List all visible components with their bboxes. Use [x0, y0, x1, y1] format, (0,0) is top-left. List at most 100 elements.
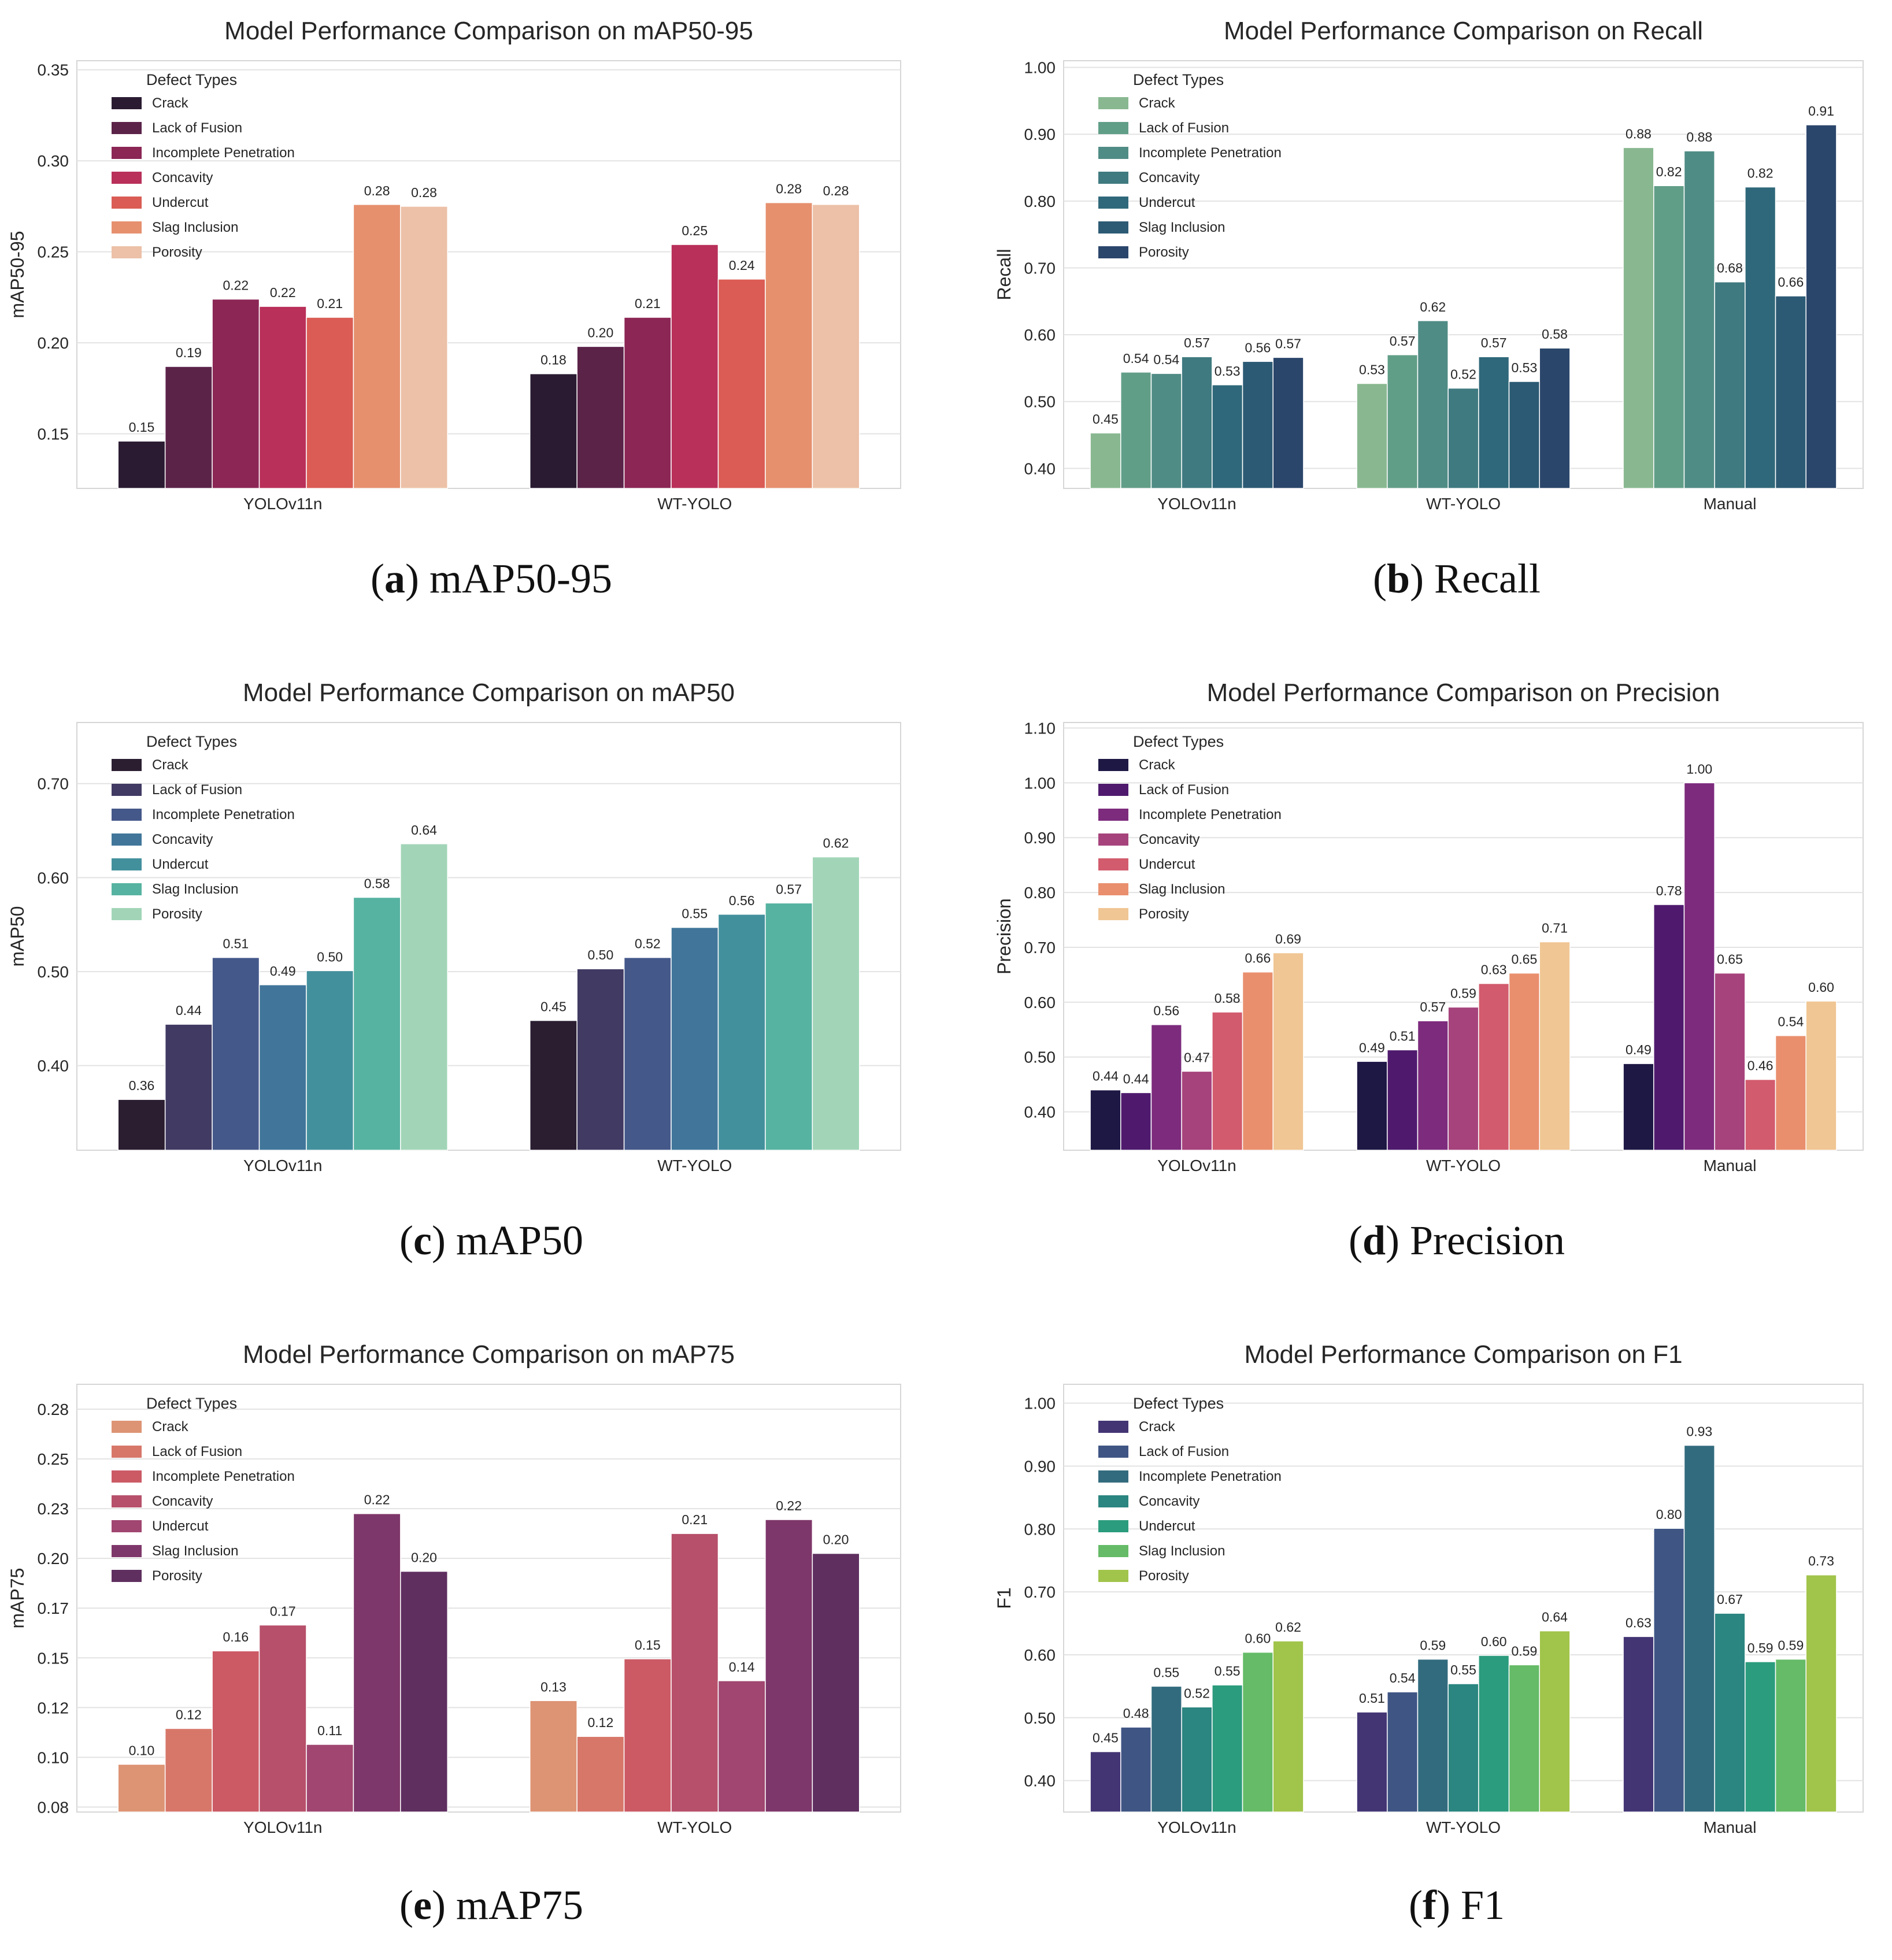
- data-label: 0.50: [588, 947, 614, 962]
- data-label: 0.82: [1747, 166, 1773, 181]
- bar: [1653, 904, 1685, 1151]
- legend-swatch: [1098, 759, 1128, 771]
- x-tick-label: Manual: [1704, 1818, 1757, 1836]
- legend-item: Concavity: [1139, 1494, 1199, 1509]
- caption-d: (d) Precision: [1349, 1217, 1565, 1264]
- legend-swatch: [1098, 1570, 1128, 1582]
- data-label: 0.12: [588, 1715, 614, 1730]
- legend-item: Incomplete Penetration: [1139, 145, 1282, 161]
- bar: [623, 957, 672, 1151]
- caption-text-f: F1: [1460, 1882, 1505, 1928]
- legend-item: Slag Inclusion: [1139, 1543, 1225, 1559]
- legend-swatch: [1098, 858, 1128, 870]
- x-tick-label: YOLOv11n: [243, 1157, 322, 1174]
- bar: [306, 1744, 354, 1813]
- bar: [576, 346, 625, 489]
- legend-item: Incomplete Penetration: [1139, 1469, 1282, 1484]
- x-tick-label: WT-YOLO: [1426, 1818, 1501, 1836]
- bar: [1356, 1061, 1388, 1151]
- caption-f: (f) F1: [1409, 1882, 1505, 1928]
- legend-swatch: [112, 1421, 142, 1433]
- bar: [1272, 357, 1304, 489]
- bar: [1805, 1574, 1837, 1813]
- legend-swatch: [112, 809, 142, 821]
- bar: [812, 856, 860, 1151]
- legend-item: Crack: [1139, 757, 1176, 773]
- caption-letter-b: b: [1387, 555, 1410, 602]
- legend-item: Crack: [152, 95, 189, 111]
- bar: [671, 244, 719, 489]
- legend-swatch: [112, 858, 142, 870]
- y-tick-label: 0.40: [1024, 1103, 1056, 1121]
- bar: [717, 279, 766, 489]
- data-label: 0.62: [1275, 1620, 1301, 1635]
- data-label: 0.20: [588, 325, 614, 340]
- legend-item: Lack of Fusion: [152, 120, 242, 136]
- bar: [212, 298, 260, 489]
- legend-item: Porosity: [152, 244, 202, 260]
- legend-item: Undercut: [1139, 195, 1195, 210]
- bar: [1623, 1063, 1654, 1151]
- data-label: 0.57: [776, 881, 802, 896]
- data-label: 0.21: [635, 296, 661, 311]
- y-tick-label: 0.10: [38, 1748, 69, 1766]
- chart-title: Model Performance Comparison on mAP75: [243, 1340, 735, 1369]
- bar: [1417, 1020, 1449, 1151]
- data-label: 0.80: [1656, 1507, 1682, 1522]
- bar: [212, 1650, 260, 1813]
- legend-swatch: [112, 784, 142, 796]
- bar: [1539, 347, 1571, 489]
- data-label: 0.56: [1153, 1003, 1179, 1018]
- data-label: 0.19: [176, 345, 202, 360]
- legend-swatch: [112, 97, 142, 109]
- bar: [1150, 1024, 1182, 1151]
- data-label: 0.50: [317, 949, 343, 964]
- y-tick-label: 0.50: [1024, 1709, 1056, 1727]
- data-label: 0.44: [1123, 1071, 1149, 1086]
- y-tick-label: 0.80: [1024, 1520, 1056, 1538]
- data-label: 0.12: [176, 1707, 202, 1722]
- y-axis-label: mAP50: [7, 906, 28, 967]
- y-tick-label: 0.70: [1024, 939, 1056, 957]
- data-label: 0.65: [1511, 952, 1537, 967]
- legend-item: Lack of Fusion: [152, 1444, 242, 1459]
- legend-title: Defect Types: [146, 733, 237, 750]
- bar: [1272, 1640, 1304, 1813]
- data-label: 0.71: [1542, 920, 1568, 935]
- data-label: 0.59: [1747, 1640, 1773, 1655]
- data-label: 0.67: [1717, 1592, 1743, 1607]
- bar: [1539, 1630, 1571, 1813]
- data-label: 0.59: [1420, 1638, 1446, 1653]
- bar: [1387, 1049, 1419, 1151]
- legend-item: Undercut: [152, 195, 209, 210]
- bar: [1242, 361, 1273, 489]
- bar: [353, 896, 401, 1151]
- bar: [1387, 1691, 1419, 1813]
- legend-title: Defect Types: [1133, 1395, 1224, 1412]
- data-label: 0.56: [729, 893, 755, 908]
- y-tick-label: 0.70: [1024, 1583, 1056, 1601]
- bar: [1623, 1636, 1654, 1813]
- data-label: 0.62: [1420, 299, 1446, 314]
- bar: [258, 984, 307, 1151]
- data-label: 0.64: [411, 822, 437, 838]
- y-tick-label: 0.20: [38, 1550, 69, 1568]
- bar: [1090, 432, 1121, 489]
- bar: [576, 1736, 625, 1813]
- bar: [400, 1570, 448, 1813]
- bar: [1447, 1006, 1479, 1151]
- chart-panel-b: Model Performance Comparison on Recall 0.…: [948, 0, 1884, 520]
- caption-b: (b) Recall: [1373, 555, 1541, 602]
- bar: [117, 1099, 166, 1151]
- data-label: 0.14: [729, 1659, 755, 1674]
- bar: [1387, 354, 1419, 489]
- data-label: 0.16: [223, 1629, 249, 1644]
- data-label: 0.57: [1481, 335, 1507, 350]
- bar: [164, 1728, 213, 1813]
- bar: [1447, 1683, 1479, 1813]
- legend-item: Crack: [152, 757, 189, 773]
- chart-title: Model Performance Comparison on mAP50-95: [224, 17, 753, 45]
- bar: [1745, 1661, 1776, 1813]
- legend-item: Porosity: [152, 906, 202, 922]
- bar: [1447, 387, 1479, 489]
